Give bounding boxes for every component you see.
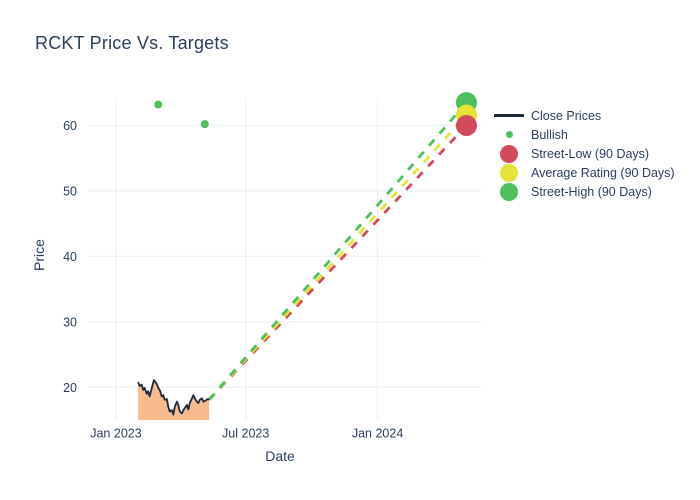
swatch-wrap <box>492 182 526 201</box>
legend-item-street-high[interactable]: Street-High (90 Days) <box>492 182 675 201</box>
y-tick-label: 20 <box>63 381 77 395</box>
legend-label: Close Prices <box>531 108 602 123</box>
street-high-projection-line <box>208 101 468 401</box>
x-axis-title: Date <box>265 448 295 464</box>
legend: Close Prices Bullish Street-Low (90 Days… <box>492 106 675 201</box>
average-rating-dot-icon <box>500 163 518 182</box>
street-low-projection-line <box>208 124 468 401</box>
bullish-dot-icon <box>505 131 513 138</box>
legend-label: Street-High (90 Days) <box>531 184 652 199</box>
swatch-wrap <box>492 163 526 182</box>
legend-item-close-prices[interactable]: Close Prices <box>492 106 675 125</box>
y-tick-label: 60 <box>63 119 77 133</box>
average-rating-projection-line <box>208 114 468 401</box>
legend-item-bullish[interactable]: Bullish <box>492 125 675 144</box>
legend-label: Street-Low (90 Days) <box>531 146 650 161</box>
x-tick-label: Jan 2024 <box>352 427 403 441</box>
bullish-marker <box>154 100 163 109</box>
street-low-dot-icon <box>500 144 518 163</box>
x-tick-label: Jan 2023 <box>90 427 141 441</box>
street-high-dot-icon <box>500 182 518 201</box>
y-tick-label: 40 <box>63 250 77 264</box>
y-tick-label: 30 <box>63 315 77 329</box>
close-prices-line-icon <box>494 114 524 117</box>
swatch-wrap <box>492 144 526 163</box>
legend-item-street-low[interactable]: Street-Low (90 Days) <box>492 144 675 163</box>
bullish-marker <box>200 120 209 129</box>
swatch-wrap <box>492 131 526 138</box>
close-price-area <box>138 380 210 420</box>
chart-title: RCKT Price Vs. Targets <box>35 33 229 53</box>
x-tick-label: Jul 2023 <box>222 427 269 441</box>
swatch-wrap <box>492 114 526 117</box>
street-low-target-marker <box>455 114 477 136</box>
y-tick-label: 50 <box>63 184 77 198</box>
legend-label: Bullish <box>531 127 568 142</box>
legend-label: Average Rating (90 Days) <box>531 165 675 180</box>
legend-item-average-rating[interactable]: Average Rating (90 Days) <box>492 163 675 182</box>
close-price-line <box>137 379 210 416</box>
y-axis-title: Price <box>31 239 47 271</box>
